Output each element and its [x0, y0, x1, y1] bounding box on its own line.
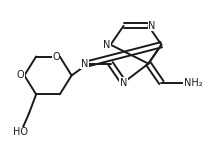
Text: O: O — [17, 70, 24, 80]
Text: N: N — [81, 59, 88, 69]
Text: N: N — [103, 40, 111, 50]
Text: N: N — [120, 78, 127, 88]
Text: HO: HO — [13, 127, 28, 137]
Text: NH₂: NH₂ — [184, 78, 202, 88]
Text: O: O — [52, 52, 60, 62]
Text: N: N — [148, 21, 156, 31]
